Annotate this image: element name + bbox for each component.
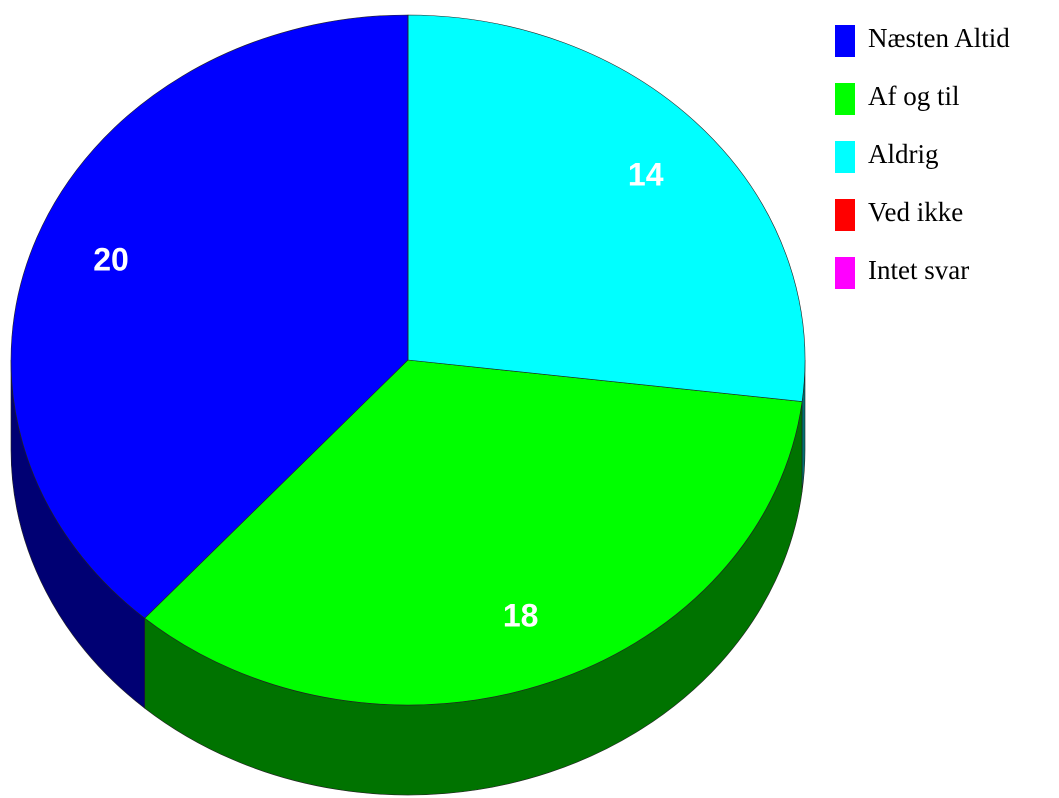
legend-swatch	[835, 83, 855, 115]
legend-swatch	[835, 199, 855, 231]
legend-label: Ved ikke	[868, 197, 963, 227]
legend-label: Intet svar	[868, 255, 969, 285]
value-label: 14	[628, 156, 664, 192]
value-label: 18	[503, 598, 539, 634]
legend-swatch	[835, 25, 855, 57]
value-label: 20	[93, 242, 129, 278]
legend-label: Aldrig	[868, 139, 939, 169]
slice	[407, 14, 806, 402]
slice	[10, 14, 409, 619]
legend-label: Næsten Altid	[868, 23, 1010, 53]
legend-swatch	[835, 141, 855, 173]
legend-label: Af og til	[868, 81, 960, 111]
legend-swatch	[835, 257, 855, 289]
slice	[144, 359, 803, 706]
